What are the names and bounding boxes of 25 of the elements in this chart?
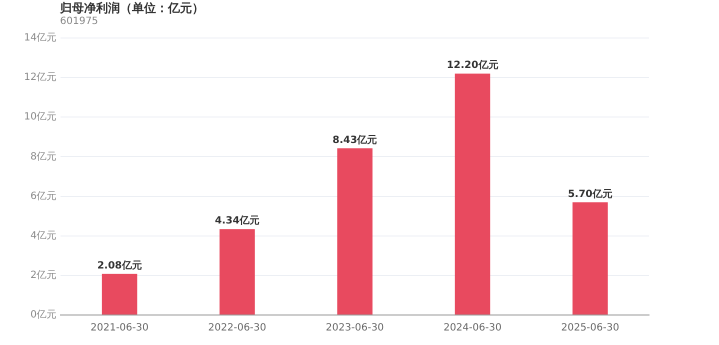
bar	[102, 274, 138, 314]
data-label: 8.43亿元	[332, 134, 378, 146]
x-tick-label: 2021-06-30	[90, 322, 149, 334]
y-tick-label: 8亿元	[30, 151, 57, 162]
data-label: 4.34亿元	[214, 214, 260, 227]
data-label: 5.70亿元	[568, 188, 613, 200]
y-tick-label: 12亿元	[24, 72, 57, 84]
y-tick-label: 14亿元	[24, 32, 57, 44]
y-tick-label: 2亿元	[30, 270, 57, 282]
y-tick-label: 10亿元	[24, 112, 57, 123]
data-label: 2.08亿元	[97, 259, 142, 272]
bar	[220, 229, 255, 314]
x-tick-label: 2022-06-30	[208, 322, 266, 334]
chart-subtitle: 601975	[60, 16, 98, 27]
x-tick-label: 2024-06-30	[443, 322, 502, 334]
chart-title: 归母净利润（单位：亿元）	[60, 0, 204, 16]
x-tick-label: 2025-06-30	[561, 322, 620, 334]
y-tick-label: 6亿元	[30, 190, 57, 202]
x-tick-label: 2023-06-30	[326, 322, 384, 334]
y-tick-label: 4亿元	[30, 230, 57, 242]
bar	[337, 148, 373, 314]
y-tick-label: 0亿元	[30, 310, 57, 321]
bar	[454, 74, 490, 314]
data-label: 12.20亿元	[446, 59, 498, 72]
bar	[572, 202, 608, 314]
